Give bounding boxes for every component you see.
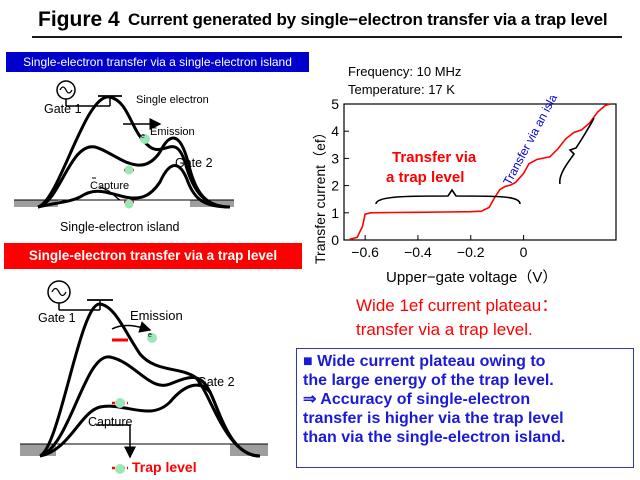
y-tick-label: 3	[331, 150, 339, 166]
single-electron-label: Single electron	[136, 94, 209, 106]
island-label: Single-electron island	[60, 220, 180, 234]
y-tick-label: 1	[331, 205, 339, 221]
summary-line5: than via the single-electron island.	[303, 429, 566, 446]
temperature-label: Temperature: 17 K	[348, 82, 455, 97]
transfer-current-chart: −0.6 −0.4 −0.2 0 0 1 2 3 4 5 Transfer via a trap …	[312, 96, 617, 264]
island-potential-diagram	[14, 80, 234, 209]
plateau-note-line2: transfer via a trap level.	[356, 320, 533, 339]
capture-label-bottom: Capture	[88, 415, 133, 429]
summary-line2: the large energy of the trap level.	[303, 372, 554, 389]
x-tick-label: −0.2	[457, 244, 485, 260]
trap-level-label: Trap level	[132, 459, 197, 475]
trap-bracket	[375, 188, 521, 205]
y-tick-label: 5	[331, 96, 339, 112]
summary-box: ■ Wide current plateau owing to the larg…	[296, 348, 634, 468]
y-tick-label: 0	[331, 232, 339, 248]
title-underline	[32, 36, 622, 38]
island-banner: Single-electron transfer via a single-el…	[6, 52, 309, 72]
series-line-0	[349, 103, 611, 241]
y-tick-label: 2	[331, 178, 339, 194]
x-tick-label: −0.4	[404, 244, 432, 260]
electron-symbol-2: e	[148, 332, 152, 339]
emission-label-bottom: Emission	[130, 308, 183, 323]
plateau-note-line1: Wide 1ef current plateau：	[356, 296, 559, 315]
emission-label-top: Emission	[150, 126, 195, 138]
annotation-trap-line2: a trap level	[386, 169, 464, 186]
x-tick-label: 0	[520, 244, 528, 260]
y-tick-label: 4	[331, 123, 339, 139]
annotation-island: Transfer via an island	[500, 96, 566, 187]
annotation-trap-line1: Transfer via	[392, 149, 477, 166]
trap-banner: Single-electron transfer via a trap leve…	[4, 243, 302, 269]
summary-line3: ⇒ Accuracy of single-electron	[303, 391, 531, 408]
x-tick-label: −0.6	[351, 244, 379, 260]
gate2-label-bottom: Gate 2	[197, 375, 235, 389]
summary-line4: transfer is higher via the trap level	[303, 410, 564, 427]
page-title: Current generated by single−electron tra…	[128, 10, 608, 29]
gate1-label-bottom: Gate 1	[38, 311, 76, 325]
plot-frame	[343, 103, 617, 241]
frequency-label: Frequency: 10 MHz	[348, 64, 462, 79]
x-axis-label: Upper−gate voltage（V）	[386, 269, 558, 286]
y-axis-label: Transfer current（ef）	[312, 125, 328, 264]
electron-symbol: e	[141, 133, 145, 140]
gate1-label-top: Gate 1	[44, 102, 82, 116]
trap-potential-diagram	[20, 280, 268, 474]
figure-label: Figure 4	[38, 8, 120, 31]
summary-line1: ■ Wide current plateau owing to	[303, 353, 546, 370]
island-bracket	[559, 117, 595, 185]
gate2-label-top: Gate 2	[175, 156, 213, 170]
capture-label-top: Capture	[90, 180, 130, 192]
